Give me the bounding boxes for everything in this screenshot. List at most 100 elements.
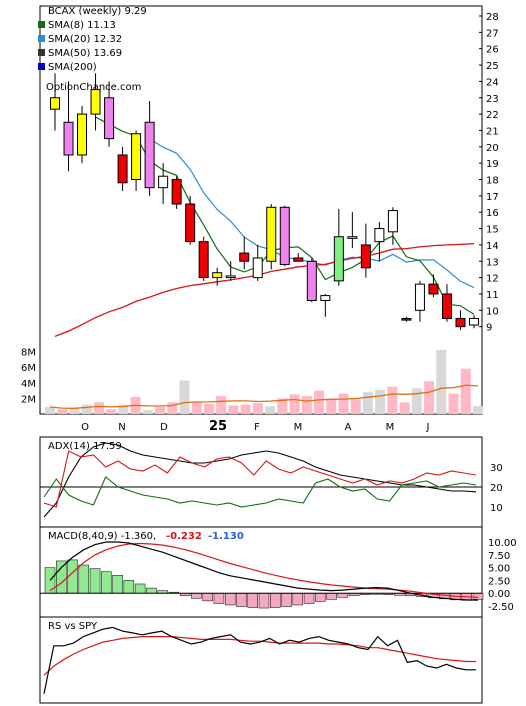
candle-body	[63, 121, 74, 156]
candle-body	[401, 317, 412, 321]
legend-source: OptionChance.com	[46, 82, 141, 93]
macd-hist-bar	[337, 592, 349, 598]
macd-hist-bar	[101, 571, 112, 594]
candle-body	[347, 236, 358, 239]
volume-bar	[142, 410, 153, 414]
macd-hist-bar	[213, 592, 225, 604]
price-tick-label: 27	[486, 28, 499, 39]
volume-bar	[277, 398, 288, 414]
macd-hist-bar	[236, 592, 247, 607]
volume-bar	[375, 389, 386, 414]
price-tick-label: 9	[486, 323, 492, 334]
price-tick-label: 19	[486, 159, 499, 170]
price-tick-label: 24	[486, 77, 499, 88]
candle-body	[158, 175, 169, 189]
volume-bar	[436, 350, 447, 414]
candle-body	[50, 97, 60, 110]
volume-bar	[106, 409, 117, 414]
volume-bar	[155, 406, 166, 414]
candle-body	[306, 260, 317, 301]
candle-body	[239, 252, 250, 262]
macd-hist-bar	[247, 592, 258, 608]
x-axis-label: 25	[209, 419, 227, 434]
macd-tick-label: -2.50	[488, 602, 514, 613]
candle-body	[117, 154, 128, 184]
macd-tick-label: 7.50	[488, 551, 510, 562]
volume-bar	[69, 408, 80, 414]
price-tick-label: 21	[486, 126, 499, 137]
macd-tick-label: 2.50	[488, 576, 510, 587]
volume-bar	[448, 393, 459, 414]
volume-bar	[338, 393, 349, 414]
volume-bar	[411, 388, 422, 414]
price-frame	[39, 5, 483, 415]
macd-hist-bar	[123, 580, 135, 594]
adx-tick-label: 30	[490, 463, 503, 474]
volume-ma-line	[49, 384, 479, 409]
legend-swatch	[38, 21, 45, 28]
candle-body	[428, 283, 439, 295]
candle-body	[469, 317, 479, 326]
price-tick-label: 11	[486, 290, 499, 301]
candle-body	[144, 121, 155, 189]
legend-sma8: SMA(8) 11.13	[48, 20, 116, 31]
price-tick-label: 16	[486, 208, 499, 219]
volume-bar	[191, 402, 202, 414]
volume-bar	[45, 406, 55, 414]
price-tick-label: 15	[486, 225, 499, 236]
rs-panel	[39, 616, 483, 704]
candle-body	[320, 295, 331, 301]
candle-body	[212, 272, 223, 279]
legend-sma50: SMA(50) 13.69	[48, 48, 122, 59]
macd-hist-bar	[89, 568, 101, 594]
rs-ma-line	[43, 635, 476, 676]
volume-bar	[460, 368, 471, 414]
candle-body	[104, 97, 115, 140]
legend-sma200: SMA(200)	[48, 62, 97, 73]
volume-bar	[93, 402, 104, 414]
rs-label: RS vs SPY	[48, 621, 98, 632]
macd-hist-bar	[258, 592, 270, 609]
macd-hist-bar	[78, 564, 90, 594]
volume-bar	[118, 404, 129, 414]
macd-hist-bar	[472, 592, 484, 600]
macd-hist-bar	[315, 592, 326, 602]
macd-hist-value: -1.130	[208, 531, 244, 542]
volume-tick-label: 4M	[21, 379, 36, 390]
candle-body	[185, 203, 196, 243]
volume-bar	[362, 392, 373, 414]
candle-body	[198, 241, 209, 279]
macd-panel: -2.50 0.00 2.505.00 7.50 10.00	[39, 526, 517, 618]
volume-tick-label: 8M	[21, 348, 36, 359]
volume-bar	[203, 403, 214, 414]
legend-swatch	[38, 49, 45, 56]
candle-body	[131, 133, 142, 180]
candle-body	[387, 210, 398, 233]
volume-bar	[301, 396, 312, 414]
x-axis-label: F	[254, 422, 260, 433]
legend-swatch	[38, 63, 45, 70]
volume-bar	[350, 399, 361, 414]
volume-bar	[473, 406, 483, 414]
macd-hist-bar	[326, 592, 337, 600]
macd-hist-bar	[191, 592, 202, 599]
price-tick-label: 12	[486, 274, 499, 285]
volume-bar	[252, 403, 263, 414]
rs-frame	[39, 616, 483, 704]
price-tick-label: 26	[486, 45, 499, 56]
overlay-text: BCAX (weekly) 9.29 SMA(8) 11.13 SMA(20) …	[46, 6, 244, 632]
candle-body	[77, 113, 88, 156]
candle-body	[90, 89, 101, 115]
macd-hist-bar	[112, 575, 123, 594]
macd-tick-label: 0.00	[488, 589, 510, 600]
macd-hist-bar	[281, 592, 292, 607]
x-axis-label: N	[118, 422, 125, 433]
price-panel: 9 10 11 12 13 14 15 16 17 18 19 20 21 22 23 24 25 26 27 28 2…	[21, 5, 499, 434]
macd-label: MACD(8,40,9) -1.360,	[48, 531, 156, 542]
adx-label: ADX(14) 17.59	[48, 441, 122, 452]
legend-title: BCAX (weekly) 9.29	[48, 6, 147, 17]
x-axis-label: M	[294, 422, 303, 433]
x-axis-label: D	[160, 422, 168, 433]
legend-swatch	[38, 35, 45, 42]
